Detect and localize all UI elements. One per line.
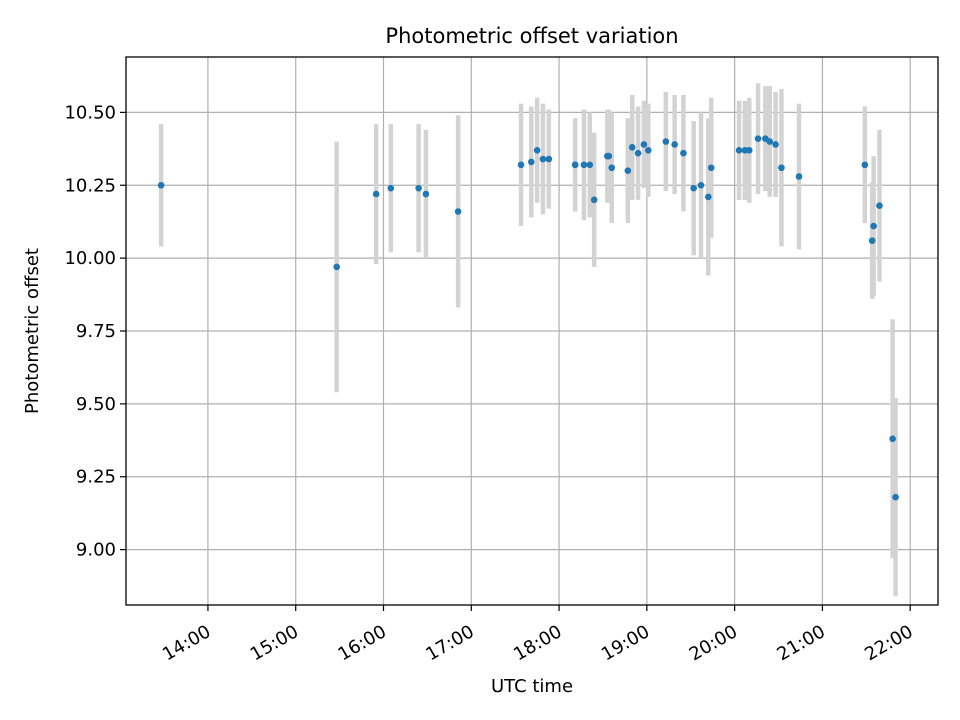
y-tick-label: 10.50 [64,102,116,123]
data-point [533,146,541,154]
y-axis: 9.00 9.25 9.50 9.75 10.00 10.25 10.50 [64,102,126,561]
data-point [415,184,422,192]
data-point [157,181,165,189]
data-point [517,161,525,169]
y-tick-label: 9.75 [76,321,116,342]
data-point [580,161,588,169]
y-tick-label: 10.00 [64,248,116,269]
y-tick-label: 10.25 [64,175,116,196]
y-tick-label: 9.50 [76,394,116,415]
data-point [795,173,803,180]
data-point [889,435,896,443]
data-point [333,263,340,271]
data-point [387,184,395,192]
data-point [671,141,678,148]
data-point [892,493,899,501]
data-point [868,237,876,244]
chart-title: Photometric offset variation [385,24,678,48]
data-point [628,144,636,151]
data-point [640,141,648,148]
x-axis: 14:00 15:00 16:00 17:00 18:00 19:00 20:00 21:00… [159,605,917,665]
data-point [697,181,705,189]
data-point [545,155,553,163]
data-point [624,167,632,174]
errorbars [158,83,898,597]
y-axis-title: Photometric offset [22,248,43,414]
data-point [571,161,579,169]
data-point [680,149,687,157]
x-axis-title: UTC time [491,676,573,697]
data-point [876,202,883,209]
data-point [778,164,785,172]
data-point [766,138,774,145]
data-point [586,161,594,169]
data-point [539,155,547,163]
y-tick-label: 9.25 [76,467,116,488]
data-point [704,193,712,201]
x-tick-label: 19:00 [598,621,653,665]
x-tick-label: 15:00 [247,621,302,665]
data-point [608,164,616,172]
data-point [662,138,670,145]
data-point [745,146,753,154]
data-point [690,184,697,192]
data-point [645,146,652,154]
data-point [605,152,613,160]
x-tick-label: 21:00 [773,621,828,665]
data-point [372,190,380,198]
data-point [861,161,869,169]
data-point [527,158,535,166]
x-tick-label: 14:00 [159,621,214,665]
data-point [422,190,430,198]
data-point [454,208,462,215]
x-tick-label: 18:00 [510,621,565,665]
data-point [634,149,642,157]
data-point [772,141,779,148]
data-point [735,146,743,154]
x-tick-label: 20:00 [686,621,741,665]
data-point [590,196,598,204]
data-points [157,135,899,501]
x-tick-label: 17:00 [422,621,477,665]
data-point [754,135,762,142]
y-tick-label: 9.00 [76,540,116,561]
data-point [707,164,715,172]
data-point [870,222,877,230]
x-tick-label: 22:00 [861,621,916,665]
x-tick-label: 16:00 [335,621,390,665]
